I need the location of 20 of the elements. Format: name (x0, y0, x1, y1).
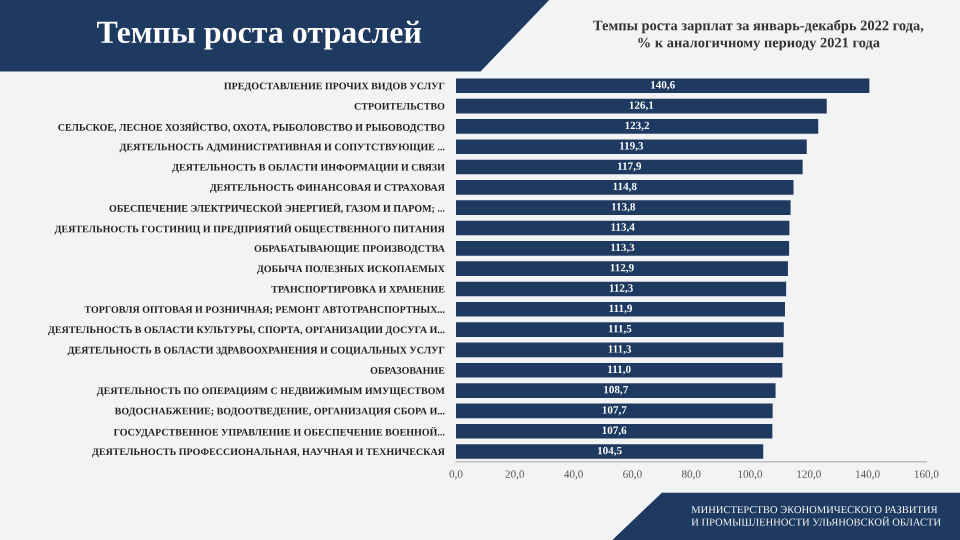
bar (456, 362, 783, 378)
bar (456, 98, 827, 114)
bar (456, 78, 870, 94)
bar (456, 139, 807, 155)
bar (456, 241, 790, 256)
bar (456, 261, 788, 276)
bar (456, 301, 785, 317)
bar (456, 200, 791, 215)
bar (456, 423, 773, 439)
bar (456, 322, 784, 337)
bar (456, 403, 773, 419)
chart-title: Темпы роста отраслей (97, 20, 422, 50)
bar (456, 180, 794, 195)
bar (456, 281, 787, 297)
bar (456, 159, 803, 175)
bar (456, 119, 819, 134)
bar (456, 342, 784, 358)
bar (456, 383, 776, 398)
bar (456, 220, 790, 236)
bar (456, 444, 764, 459)
